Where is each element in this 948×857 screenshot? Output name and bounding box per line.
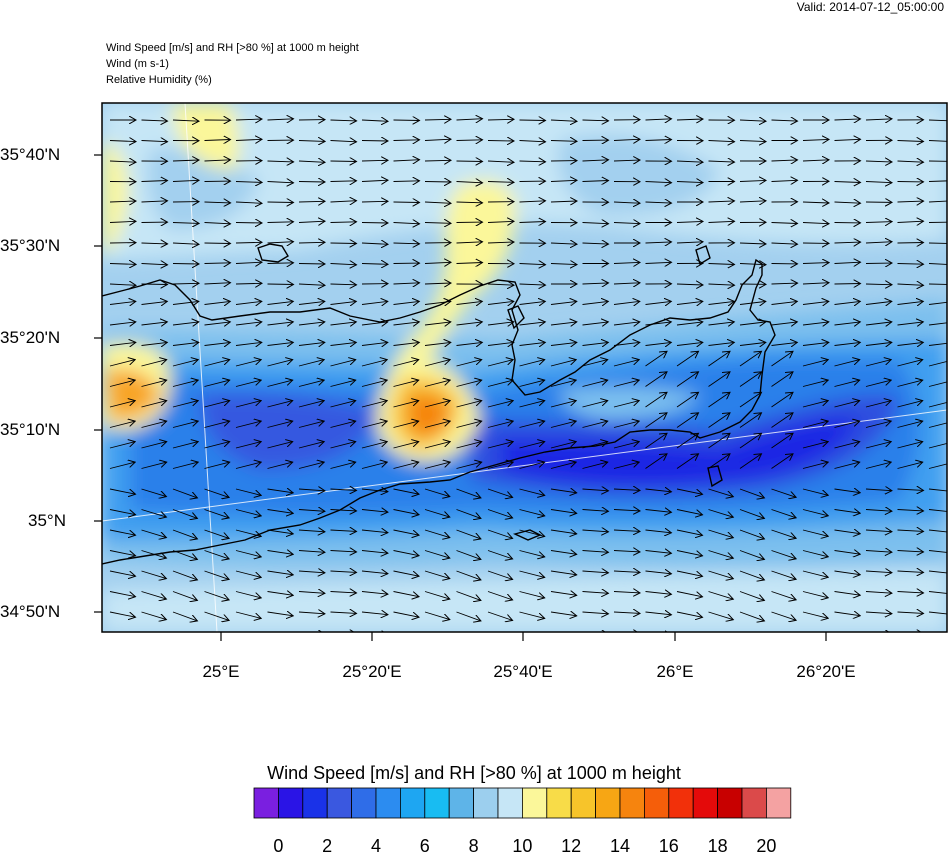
lon-label-25: 25°E — [202, 662, 239, 682]
wind-vector-arrow — [331, 243, 357, 244]
wind-vector-arrow — [740, 633, 764, 642]
colorbar-swatch — [693, 788, 717, 818]
colorbar-swatch — [547, 788, 571, 818]
wind-vector-arrow — [551, 633, 577, 637]
colorbar-swatch — [254, 788, 278, 818]
colorbar-swatch — [522, 788, 546, 818]
wind-vector-arrow — [929, 222, 948, 223]
colorbar-swatch — [620, 788, 644, 818]
wind-vector-arrow — [709, 633, 734, 641]
colorbar-swatch — [474, 788, 498, 818]
wind-vector-arrow — [457, 161, 483, 162]
wind-vector-arrow — [236, 223, 262, 224]
wind-vector-arrow — [173, 633, 197, 642]
wind-vector-arrow — [803, 633, 828, 639]
wind-vector-arrow — [488, 141, 514, 142]
colorbar-swatch — [376, 788, 400, 818]
lat-label-34-50: 34°50'N — [0, 602, 60, 622]
colorbar-swatch — [303, 788, 327, 818]
wind-vector-arrow — [898, 243, 924, 244]
colorbar-swatch — [278, 788, 302, 818]
colorbar-swatch — [669, 788, 693, 818]
wind-vector-arrow — [299, 633, 325, 635]
wind-vector-arrow — [394, 120, 420, 121]
wind-vector-arrow — [488, 633, 513, 641]
wind-vector-arrow — [173, 264, 199, 265]
wind-vector-arrow — [646, 633, 672, 636]
wind-vector-arrow — [142, 633, 167, 641]
wind-vector-arrow — [835, 633, 861, 637]
wind-vector-arrow — [362, 223, 388, 224]
colorbar-swatch — [400, 788, 424, 818]
wind-vector-arrow — [583, 633, 609, 635]
speed-shading — [102, 103, 947, 632]
wind-vector-arrow — [236, 633, 261, 639]
wind-vector-arrow — [425, 182, 451, 183]
wind-vector-arrow — [772, 633, 797, 641]
wind-vector-arrow — [835, 284, 861, 285]
lon-label-25-20: 25°20'E — [342, 662, 401, 682]
colorbar-swatch — [498, 788, 522, 818]
wind-vector-arrow — [142, 284, 168, 285]
wind-vector-arrow — [362, 633, 388, 636]
colorbar-swatch — [327, 788, 351, 818]
wind-vector-arrow — [268, 284, 294, 285]
wind-vector-arrow — [268, 633, 294, 637]
wind-vector-arrow — [331, 161, 357, 162]
colorbar-title: Wind Speed [m/s] and RH [>80 %] at 1000 … — [0, 763, 948, 784]
wind-vector-arrow — [425, 633, 450, 641]
wind-vector-arrow — [362, 141, 388, 142]
lat-label-35-30: 35°30'N — [0, 236, 60, 256]
colorbar-swatch — [352, 788, 376, 818]
wind-vector-arrow — [457, 633, 481, 642]
colorbar-swatch — [596, 788, 620, 818]
colorbar-swatch — [571, 788, 595, 818]
wind-vector-arrow — [268, 202, 294, 203]
wind-vector-arrow — [677, 633, 703, 638]
wind-vector-arrow — [866, 263, 892, 264]
colorbar-swatch — [644, 788, 668, 818]
wind-vector-arrow — [205, 633, 230, 641]
wind-vector-arrow — [205, 243, 231, 244]
lon-label-25-40: 25°40'E — [493, 662, 552, 682]
colorbar-swatch — [742, 788, 766, 818]
colorbar-swatch — [425, 788, 449, 818]
lat-label-35-20: 35°20'N — [0, 328, 60, 348]
wind-vector-arrow — [299, 264, 325, 265]
wind-vector-arrow — [299, 182, 325, 183]
wind-vector-arrow — [394, 633, 420, 638]
wind-vector-arrow — [394, 202, 420, 203]
colorbar-swatch — [718, 788, 742, 818]
wind-vector-arrow — [520, 120, 546, 121]
colorbar-swatch — [766, 788, 790, 818]
colorbar-swatch — [449, 788, 473, 818]
lon-label-26-20: 26°20'E — [796, 662, 855, 682]
lat-label-35: 35°N — [28, 511, 66, 531]
wind-vector-arrow — [866, 633, 892, 635]
wind-vector-arrow — [929, 633, 948, 636]
colorbar — [254, 788, 791, 818]
lon-label-26: 26°E — [656, 662, 693, 682]
wind-vector-arrow — [110, 633, 136, 638]
lat-label-35-10: 35°10'N — [0, 420, 60, 440]
lat-label-35-40: 35°40'N — [0, 145, 60, 165]
